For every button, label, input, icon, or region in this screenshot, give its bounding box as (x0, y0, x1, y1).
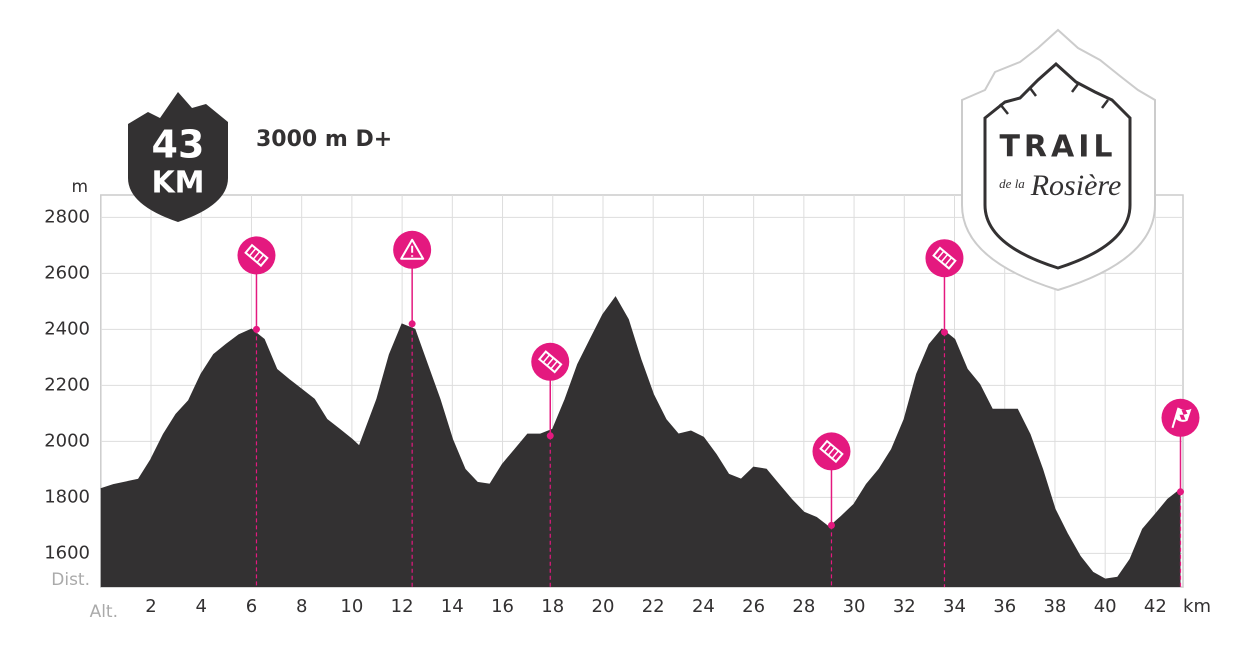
icon-part (823, 443, 840, 459)
icon-warning (400, 238, 425, 260)
marker-icon (819, 439, 844, 464)
x-tick-label: 22 (642, 596, 665, 617)
badge-shape (128, 92, 228, 222)
x-tick-label: 16 (491, 596, 514, 617)
marker-icon (1171, 407, 1192, 429)
marker-point (408, 320, 416, 328)
x-tick-label: 38 (1043, 596, 1066, 617)
marker-point (827, 521, 835, 529)
x-tick-label: 12 (391, 596, 414, 617)
x-tick-label: 24 (692, 596, 715, 617)
marker-point (1176, 488, 1184, 496)
x-tick-label: 8 (296, 596, 307, 617)
x-tick-label: 36 (993, 596, 1016, 617)
icon-check (1179, 409, 1188, 420)
y-tick-label: 2400 (44, 318, 90, 339)
logo-subtitle: de la (999, 176, 1025, 191)
x-tick-label: 26 (742, 596, 765, 617)
marker-icon (244, 243, 269, 268)
logo-name: Rosière (1030, 169, 1122, 202)
marker-icon (537, 350, 563, 374)
logo-shield (983, 61, 1132, 270)
icon-aid (932, 246, 957, 270)
icon-aid (244, 243, 269, 268)
x-tick-label: 20 (592, 596, 615, 617)
y-tick-label: 2600 (44, 262, 90, 283)
y-tick-label: 1800 (44, 486, 90, 507)
x-tick-label: 4 (196, 596, 207, 617)
icon-pole (1171, 407, 1180, 429)
marker-icon (932, 246, 957, 270)
marker-point (940, 328, 948, 336)
corner-label: Dist. (51, 570, 90, 590)
x-tick-label: 30 (843, 596, 866, 617)
marker-icon (400, 238, 425, 260)
x-tick-label: 6 (246, 596, 257, 617)
y-axis-label: m (71, 177, 88, 197)
x-tick-label: 40 (1094, 596, 1117, 617)
x-tick-label: 14 (441, 596, 464, 617)
y-tick-label: 2000 (44, 430, 90, 451)
icon-part (542, 354, 558, 370)
y-tick-label: 2800 (44, 206, 90, 227)
y-tick-label: 2200 (44, 374, 90, 395)
marker-point (252, 325, 260, 333)
area-fill (100, 297, 1181, 587)
x-tick-label: 28 (792, 596, 815, 617)
marker-point (546, 432, 554, 440)
chart-title: 3000 m D+ (256, 127, 392, 152)
x-tick-label: 10 (340, 596, 363, 617)
x-tick-label: 32 (893, 596, 916, 617)
x-tick-label: 18 (541, 596, 564, 617)
y-tick-label: 1600 (44, 542, 90, 563)
x-tick-label: 42 (1144, 596, 1167, 617)
logo-title: TRAIL (999, 130, 1116, 165)
corner-label: Alt. (90, 602, 118, 622)
x-tick-label: 34 (943, 596, 966, 617)
badge-unit: KM (151, 166, 204, 201)
badge-distance: 43 (152, 123, 205, 167)
icon-aid (537, 350, 563, 374)
logo-peaks (999, 83, 1109, 115)
icon-part (936, 250, 953, 266)
icon-part (248, 247, 265, 263)
logo: TRAIL de la Rosière (961, 28, 1156, 292)
icon-aid (819, 439, 844, 464)
x-axis-label: km (1183, 596, 1211, 617)
profile-line (100, 296, 1181, 581)
x-tick-label: 2 (145, 596, 156, 617)
